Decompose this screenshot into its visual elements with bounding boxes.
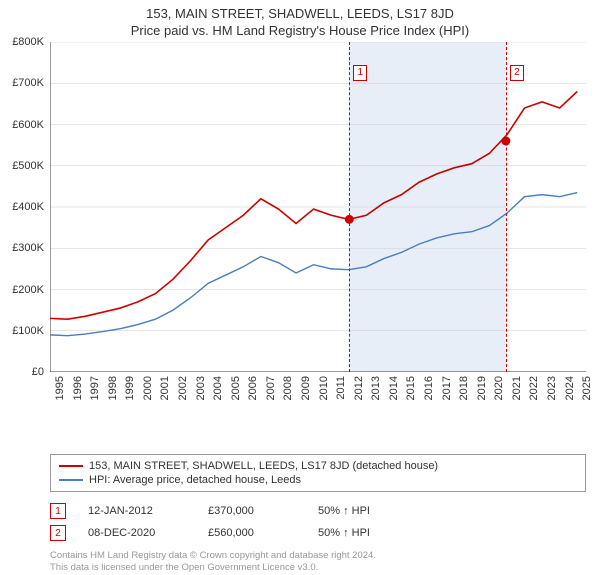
y-tick-label: £700K [12,77,44,89]
legend-label: HPI: Average price, detached house, Leed… [89,474,301,486]
x-tick-label: 2013 [370,376,382,400]
legend: 153, MAIN STREET, SHADWELL, LEEDS, LS17 … [50,454,586,492]
x-tick-label: 1996 [72,376,84,400]
x-tick-label: 2008 [282,376,294,400]
sale-marker-box: 2 [510,65,524,81]
sale-vline [506,42,507,372]
x-tick-label: 1999 [124,376,136,400]
y-tick-label: £500K [12,160,44,172]
chart-container: 153, MAIN STREET, SHADWELL, LEEDS, LS17 … [0,0,600,560]
x-tick-label: 2024 [564,376,576,400]
legend-swatch [59,479,83,481]
title-main: 153, MAIN STREET, SHADWELL, LEEDS, LS17 … [0,0,600,21]
x-tick-label: 2014 [388,376,400,400]
x-tick-label: 2025 [581,376,593,400]
sale-price: £560,000 [208,527,318,539]
x-tick-label: 2000 [142,376,154,400]
x-tick-label: 2010 [318,376,330,400]
x-tick-label: 2005 [230,376,242,400]
sale-marker-icon: 1 [50,503,66,519]
x-tick-label: 2017 [441,376,453,400]
footer-line-1: Contains HM Land Registry data © Crown c… [50,550,586,562]
x-tick-label: 1997 [89,376,101,400]
x-tick-label: 2019 [476,376,488,400]
sale-date: 08-DEC-2020 [88,527,208,539]
x-tick-label: 1998 [107,376,119,400]
x-tick-label: 2011 [335,376,347,400]
sale-pct: 50% ↑ HPI [318,527,478,539]
x-tick-label: 2001 [159,376,171,400]
y-tick-label: £0 [32,366,44,378]
sales-table: 1 12-JAN-2012£370,00050% ↑ HPI 2 08-DEC-202… [50,500,586,544]
sale-marker-icon: 2 [50,525,66,541]
legend-swatch [59,465,83,467]
y-tick-label: £100K [12,325,44,337]
x-tick-label: 2016 [423,376,435,400]
x-tick-label: 2003 [195,376,207,400]
x-tick-label: 2023 [546,376,558,400]
y-tick-label: £400K [12,201,44,213]
sale-vline [349,42,350,372]
x-tick-label: 2021 [511,376,523,400]
y-tick-label: £200K [12,284,44,296]
footer-line-2: This data is licensed under the Open Gov… [50,562,586,574]
x-tick-label: 2015 [405,376,417,400]
x-tick-label: 2018 [458,376,470,400]
sale-row: 2 08-DEC-2020£560,00050% ↑ HPI [50,522,586,544]
sale-price: £370,000 [208,505,318,517]
legend-item: HPI: Average price, detached house, Leed… [59,473,577,487]
x-tick-label: 1995 [54,376,66,400]
x-tick-label: 2009 [300,376,312,400]
x-tick-label: 2020 [493,376,505,400]
title-sub: Price paid vs. HM Land Registry's House … [0,21,600,42]
x-tick-label: 2007 [265,376,277,400]
x-tick-label: 2002 [177,376,189,400]
sale-pct: 50% ↑ HPI [318,505,478,517]
x-tick-label: 2004 [212,376,224,400]
sale-row: 1 12-JAN-2012£370,00050% ↑ HPI [50,500,586,522]
chart-area: 12 £0£100K£200K£300K£400K£500K£600K£700K… [50,42,586,412]
x-tick-label: 2012 [353,376,365,400]
y-tick-label: £600K [12,119,44,131]
footer: Contains HM Land Registry data © Crown c… [50,550,586,575]
y-tick-label: £300K [12,242,44,254]
sale-date: 12-JAN-2012 [88,505,208,517]
sale-marker-box: 1 [353,65,367,81]
x-tick-label: 2006 [247,376,259,400]
legend-label: 153, MAIN STREET, SHADWELL, LEEDS, LS17 … [89,460,438,472]
legend-item: 153, MAIN STREET, SHADWELL, LEEDS, LS17 … [59,459,577,473]
x-tick-label: 2022 [528,376,540,400]
y-tick-label: £800K [12,36,44,48]
